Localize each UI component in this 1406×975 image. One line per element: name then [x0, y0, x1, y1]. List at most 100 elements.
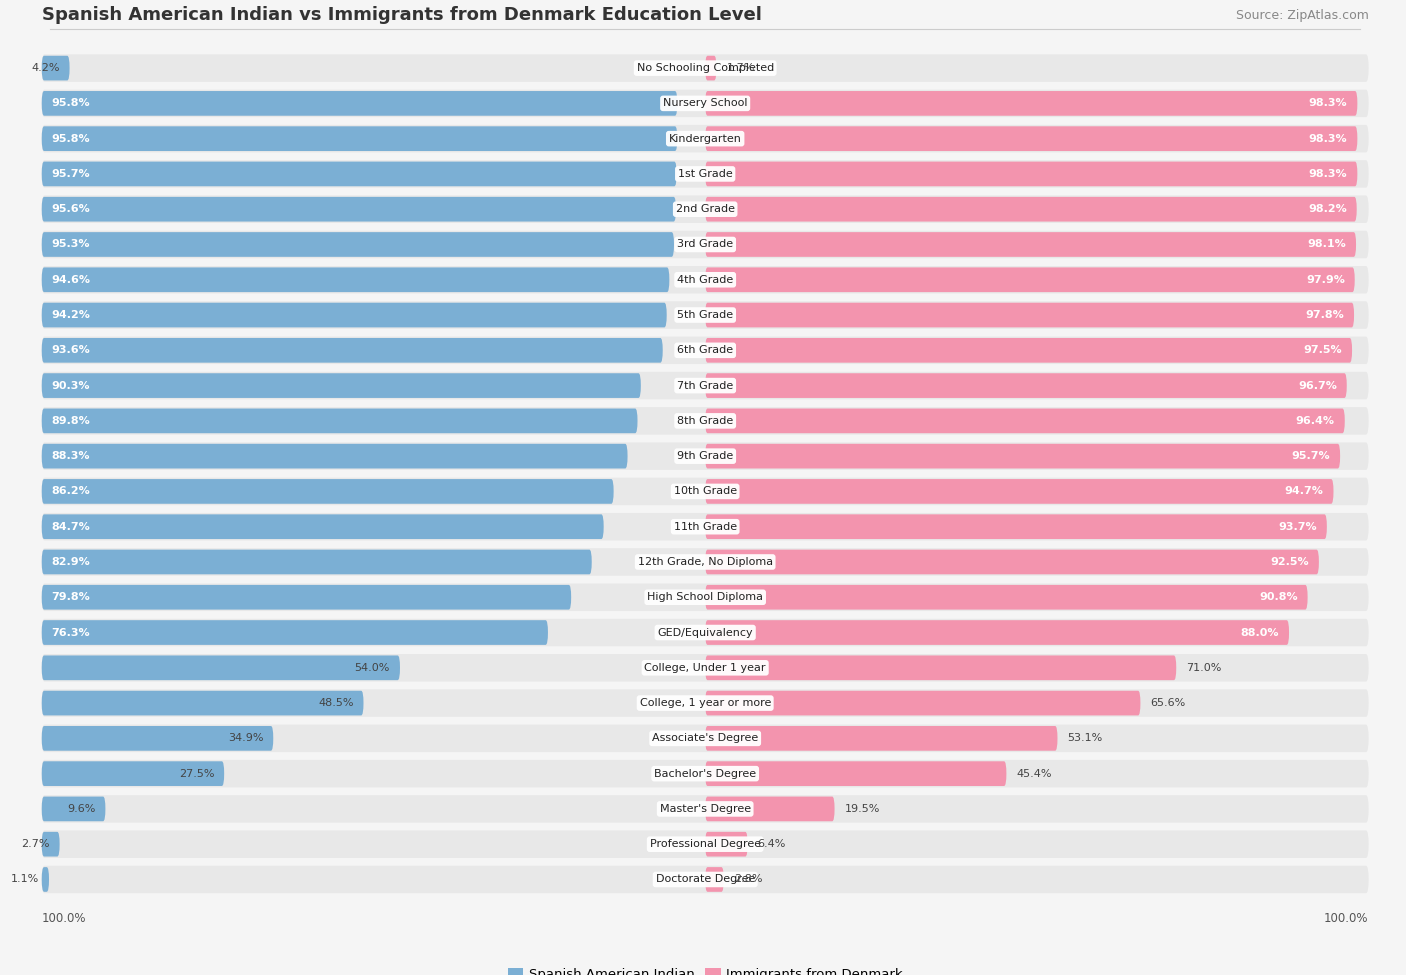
- Text: 88.0%: 88.0%: [1240, 628, 1279, 638]
- Text: 7th Grade: 7th Grade: [678, 380, 734, 391]
- Text: 2nd Grade: 2nd Grade: [676, 204, 735, 215]
- Text: 95.6%: 95.6%: [52, 204, 90, 215]
- Text: Kindergarten: Kindergarten: [669, 134, 741, 143]
- Text: 54.0%: 54.0%: [354, 663, 389, 673]
- FancyBboxPatch shape: [42, 515, 603, 539]
- FancyBboxPatch shape: [42, 867, 49, 892]
- Text: 98.3%: 98.3%: [1309, 169, 1347, 179]
- Text: 2.7%: 2.7%: [21, 839, 49, 849]
- FancyBboxPatch shape: [706, 127, 1357, 151]
- Text: Associate's Degree: Associate's Degree: [652, 733, 758, 743]
- Text: 88.3%: 88.3%: [52, 451, 90, 461]
- FancyBboxPatch shape: [42, 301, 1368, 329]
- FancyBboxPatch shape: [42, 125, 1368, 152]
- FancyBboxPatch shape: [42, 302, 666, 328]
- Legend: Spanish American Indian, Immigrants from Denmark: Spanish American Indian, Immigrants from…: [508, 968, 903, 975]
- FancyBboxPatch shape: [42, 550, 592, 574]
- FancyBboxPatch shape: [42, 690, 364, 716]
- FancyBboxPatch shape: [42, 266, 1368, 293]
- FancyBboxPatch shape: [42, 160, 1368, 188]
- Text: 34.9%: 34.9%: [228, 733, 263, 743]
- Text: 100.0%: 100.0%: [1324, 912, 1368, 924]
- Text: 100.0%: 100.0%: [42, 912, 86, 924]
- FancyBboxPatch shape: [42, 548, 1368, 575]
- FancyBboxPatch shape: [42, 583, 1368, 611]
- FancyBboxPatch shape: [42, 90, 1368, 117]
- Text: 2.8%: 2.8%: [734, 875, 762, 884]
- FancyBboxPatch shape: [42, 373, 641, 398]
- Text: 84.7%: 84.7%: [52, 522, 90, 531]
- Text: 94.7%: 94.7%: [1285, 487, 1323, 496]
- Text: 89.8%: 89.8%: [52, 416, 90, 426]
- Text: 98.3%: 98.3%: [1309, 98, 1347, 108]
- FancyBboxPatch shape: [42, 408, 1368, 435]
- FancyBboxPatch shape: [706, 162, 1357, 186]
- FancyBboxPatch shape: [42, 620, 548, 644]
- FancyBboxPatch shape: [42, 336, 1368, 364]
- FancyBboxPatch shape: [42, 127, 678, 151]
- Text: 65.6%: 65.6%: [1150, 698, 1185, 708]
- FancyBboxPatch shape: [706, 267, 1355, 292]
- FancyBboxPatch shape: [706, 515, 1327, 539]
- Text: 71.0%: 71.0%: [1187, 663, 1222, 673]
- Text: 6.4%: 6.4%: [758, 839, 786, 849]
- FancyBboxPatch shape: [706, 726, 1057, 751]
- FancyBboxPatch shape: [42, 443, 1368, 470]
- FancyBboxPatch shape: [42, 55, 1368, 82]
- Text: 3rd Grade: 3rd Grade: [678, 240, 734, 250]
- Text: Master's Degree: Master's Degree: [659, 804, 751, 814]
- FancyBboxPatch shape: [42, 162, 676, 186]
- FancyBboxPatch shape: [706, 585, 1308, 609]
- FancyBboxPatch shape: [706, 197, 1357, 221]
- FancyBboxPatch shape: [706, 409, 1344, 433]
- FancyBboxPatch shape: [42, 267, 669, 292]
- Text: Bachelor's Degree: Bachelor's Degree: [654, 768, 756, 779]
- FancyBboxPatch shape: [42, 724, 1368, 752]
- FancyBboxPatch shape: [42, 866, 1368, 893]
- FancyBboxPatch shape: [706, 338, 1353, 363]
- Text: 86.2%: 86.2%: [52, 487, 90, 496]
- FancyBboxPatch shape: [706, 91, 1357, 116]
- Text: 1st Grade: 1st Grade: [678, 169, 733, 179]
- FancyBboxPatch shape: [42, 478, 1368, 505]
- Text: 8th Grade: 8th Grade: [678, 416, 734, 426]
- Text: 76.3%: 76.3%: [52, 628, 90, 638]
- FancyBboxPatch shape: [42, 513, 1368, 540]
- FancyBboxPatch shape: [706, 761, 1007, 786]
- Text: 1.7%: 1.7%: [727, 63, 755, 73]
- FancyBboxPatch shape: [42, 338, 662, 363]
- Text: 48.5%: 48.5%: [318, 698, 353, 708]
- FancyBboxPatch shape: [42, 444, 627, 469]
- Text: 82.9%: 82.9%: [52, 557, 90, 567]
- FancyBboxPatch shape: [42, 655, 399, 681]
- Text: Source: ZipAtlas.com: Source: ZipAtlas.com: [1236, 9, 1368, 21]
- FancyBboxPatch shape: [42, 832, 59, 857]
- Text: 94.2%: 94.2%: [52, 310, 90, 320]
- Text: 90.3%: 90.3%: [52, 380, 90, 391]
- FancyBboxPatch shape: [42, 371, 1368, 400]
- Text: 53.1%: 53.1%: [1067, 733, 1102, 743]
- Text: 96.7%: 96.7%: [1298, 380, 1337, 391]
- Text: 97.8%: 97.8%: [1305, 310, 1344, 320]
- Text: 95.7%: 95.7%: [52, 169, 90, 179]
- Text: 98.3%: 98.3%: [1309, 134, 1347, 143]
- Text: 97.9%: 97.9%: [1306, 275, 1344, 285]
- FancyBboxPatch shape: [42, 760, 1368, 788]
- Text: 12th Grade, No Diploma: 12th Grade, No Diploma: [638, 557, 773, 567]
- Text: 95.8%: 95.8%: [52, 134, 90, 143]
- Text: High School Diploma: High School Diploma: [647, 592, 763, 603]
- FancyBboxPatch shape: [42, 91, 678, 116]
- Text: No Schooling Completed: No Schooling Completed: [637, 63, 773, 73]
- FancyBboxPatch shape: [706, 232, 1355, 256]
- FancyBboxPatch shape: [42, 56, 69, 81]
- FancyBboxPatch shape: [42, 796, 1368, 823]
- FancyBboxPatch shape: [706, 56, 717, 81]
- FancyBboxPatch shape: [706, 867, 724, 892]
- Text: 9th Grade: 9th Grade: [678, 451, 734, 461]
- Text: Spanish American Indian vs Immigrants from Denmark Education Level: Spanish American Indian vs Immigrants fr…: [42, 6, 762, 24]
- FancyBboxPatch shape: [706, 690, 1140, 716]
- Text: 10th Grade: 10th Grade: [673, 487, 737, 496]
- Text: Professional Degree: Professional Degree: [650, 839, 761, 849]
- FancyBboxPatch shape: [42, 761, 224, 786]
- Text: 4.2%: 4.2%: [31, 63, 59, 73]
